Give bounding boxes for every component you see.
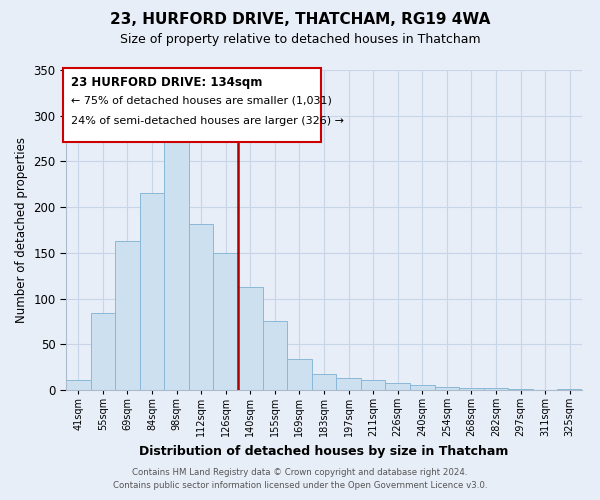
Bar <box>336 378 361 390</box>
Bar <box>385 382 410 390</box>
Text: Size of property relative to detached houses in Thatcham: Size of property relative to detached ho… <box>119 32 481 46</box>
Bar <box>361 380 385 390</box>
Bar <box>164 128 189 390</box>
Text: 23 HURFORD DRIVE: 134sqm: 23 HURFORD DRIVE: 134sqm <box>71 76 263 90</box>
Text: Contains public sector information licensed under the Open Government Licence v3: Contains public sector information licen… <box>113 480 487 490</box>
Text: 24% of semi-detached houses are larger (326) →: 24% of semi-detached houses are larger (… <box>71 116 344 126</box>
Bar <box>189 224 214 390</box>
Bar <box>238 286 263 390</box>
FancyBboxPatch shape <box>64 68 322 142</box>
Bar <box>484 388 508 390</box>
Bar <box>115 241 140 390</box>
Bar <box>312 374 336 390</box>
Bar <box>508 389 533 390</box>
Bar <box>287 359 312 390</box>
Bar <box>66 380 91 390</box>
Text: 23, HURFORD DRIVE, THATCHAM, RG19 4WA: 23, HURFORD DRIVE, THATCHAM, RG19 4WA <box>110 12 490 28</box>
Bar <box>434 388 459 390</box>
Text: ← 75% of detached houses are smaller (1,031): ← 75% of detached houses are smaller (1,… <box>71 96 332 106</box>
Bar <box>214 253 238 390</box>
Bar <box>140 192 164 390</box>
Bar <box>410 384 434 390</box>
Y-axis label: Number of detached properties: Number of detached properties <box>15 137 28 323</box>
Bar <box>263 322 287 390</box>
Text: Contains HM Land Registry data © Crown copyright and database right 2024.: Contains HM Land Registry data © Crown c… <box>132 468 468 477</box>
X-axis label: Distribution of detached houses by size in Thatcham: Distribution of detached houses by size … <box>139 444 509 458</box>
Bar <box>91 313 115 390</box>
Bar <box>459 388 484 390</box>
Bar <box>557 389 582 390</box>
